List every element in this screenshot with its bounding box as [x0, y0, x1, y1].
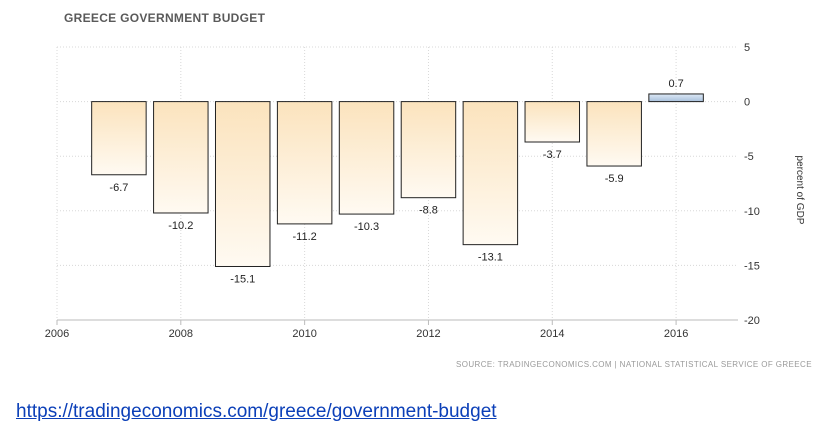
bar-2008: [153, 101, 209, 214]
y-tick-label: 5: [744, 42, 750, 54]
bar-2014: [524, 101, 581, 143]
bar-2010: [276, 101, 333, 225]
bar-2015: [586, 101, 642, 167]
x-tick-label: 2006: [45, 328, 69, 340]
bar-2013: [462, 101, 519, 246]
bar-2007: [91, 101, 147, 176]
y-tick-label: -20: [744, 315, 760, 327]
y-axis-title: percent of GDP: [794, 156, 805, 225]
data-label-2014: -3.7: [543, 149, 562, 161]
data-label-2007: -6.7: [109, 182, 128, 194]
data-label-2011: -10.3: [354, 221, 379, 233]
data-label-2008: -10.2: [168, 220, 193, 232]
x-tick-label: 2016: [664, 328, 688, 340]
source-link[interactable]: https://tradingeconomics.com/greece/gove…: [16, 401, 497, 422]
data-label-2009: -15.1: [230, 273, 255, 285]
y-tick-label: -10: [744, 206, 760, 218]
bar-2012: [400, 101, 457, 199]
bar-2016: [648, 93, 704, 103]
data-label-2012: -8.8: [419, 205, 438, 217]
y-tick-label: -5: [744, 151, 754, 163]
chart-title: GREECE GOVERNMENT BUDGET: [64, 11, 266, 25]
source-note: SOURCE: TRADINGECONOMICS.COM | NATIONAL …: [456, 360, 812, 369]
x-tick-label: 2008: [169, 328, 193, 340]
chart-area: -6.7 -10.2 -15.1 -11.2 -10.3 -8.8 -13.1 -3.7 -5.…: [45, 42, 805, 340]
x-tick-label: 2010: [292, 328, 316, 340]
bar-2009: [214, 101, 271, 267]
data-label-2015: -5.9: [605, 173, 624, 185]
data-label-2010: -11.2: [293, 231, 317, 243]
x-tick-label: 2012: [416, 328, 440, 340]
data-label-2013: -13.1: [478, 252, 503, 264]
data-label-2016: 0.7: [668, 78, 683, 90]
y-tick-label: -15: [744, 260, 760, 272]
x-tick-label: 2014: [540, 328, 564, 340]
bar-2011: [338, 101, 395, 215]
y-tick-label: 0: [744, 97, 750, 109]
